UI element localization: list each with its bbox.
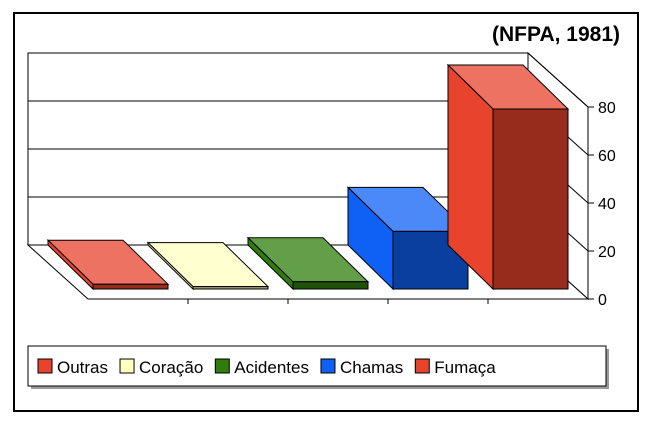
gridline [527,52,589,108]
bar-front [492,108,569,290]
y-tick-label: 20 [598,244,616,261]
bar [346,186,470,291]
y-tick-label: 80 [598,100,616,117]
bar [446,63,570,291]
legend-label: Acidentes [234,358,309,377]
legend-label: Chamas [340,358,403,377]
legend-swatch [320,358,336,374]
legend-swatch [119,358,135,374]
legend-label: Outras [57,358,108,377]
plot-area: 0 20 40 60 80 [26,51,616,309]
bar [146,241,270,291]
legend-swatch [414,358,430,374]
legend: Outras Coração Acidentes Chamas Fumaça [27,345,609,389]
y-tick-label: 0 [598,292,607,309]
legend-label: Coração [139,358,203,377]
y-tick-label: 40 [598,196,616,213]
chart-title: (NFPA, 1981) [492,23,620,46]
bar [46,239,170,291]
legend-swatch [214,358,230,374]
legend-swatch [37,358,53,374]
y-tick-label: 60 [598,148,616,165]
bar-front [192,286,269,290]
bar-front [92,283,169,290]
legend-label: Fumaça [434,358,496,377]
bar-front [292,281,369,290]
legend-box [27,345,607,387]
bar [246,236,370,291]
